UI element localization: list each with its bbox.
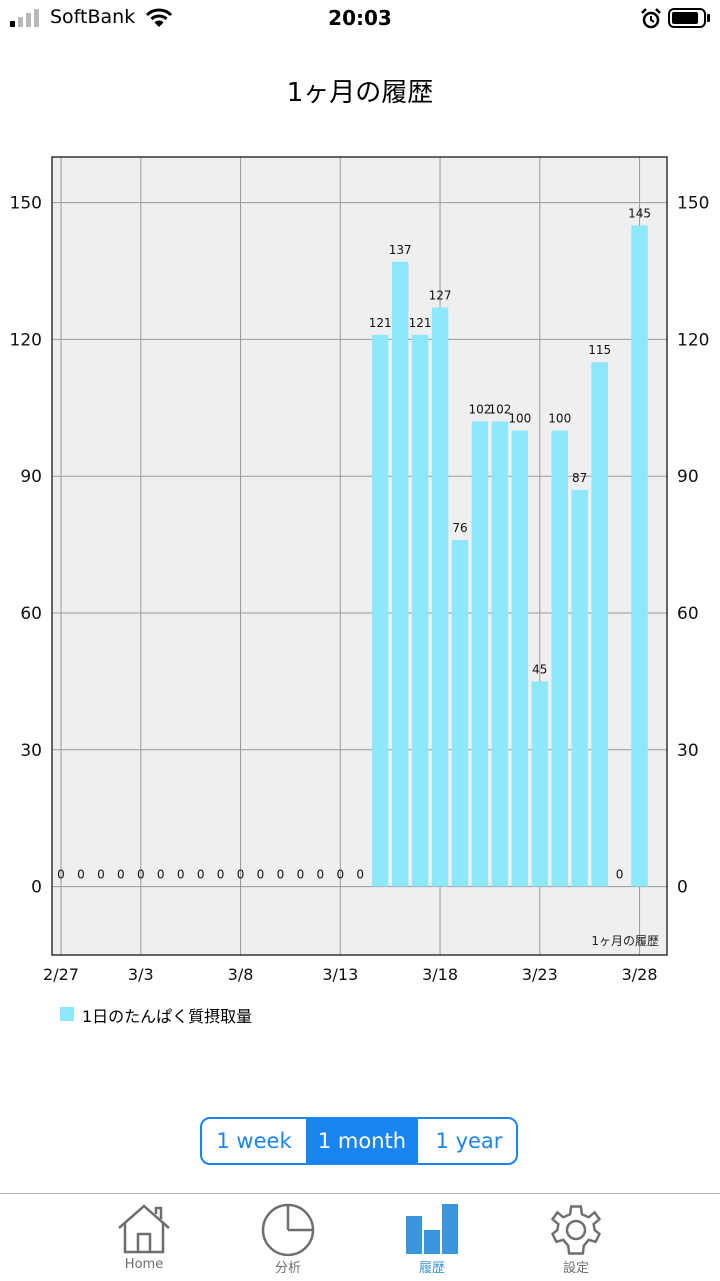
battery-icon xyxy=(668,8,710,28)
bar-value-label: 145 xyxy=(628,206,651,220)
bar-value-label: 0 xyxy=(616,868,624,882)
tab-settings[interactable]: 設定 xyxy=(521,1194,631,1281)
y-tick-label-left: 60 xyxy=(20,604,42,624)
bar-value-label: 87 xyxy=(572,471,587,485)
y-tick-label-right: 60 xyxy=(677,604,699,624)
x-tick-label: 3/23 xyxy=(522,965,558,984)
bar-value-label: 0 xyxy=(77,868,85,882)
tab-home[interactable]: Home xyxy=(89,1194,199,1281)
bar xyxy=(491,421,509,887)
range-1-week-button[interactable]: 1 week xyxy=(202,1119,308,1163)
bar-value-label: 0 xyxy=(317,868,325,882)
bar xyxy=(411,334,429,887)
pie-chart-icon xyxy=(261,1203,315,1256)
bar-value-label: 121 xyxy=(409,316,432,330)
bar-value-label: 0 xyxy=(97,868,105,882)
x-tick-label: 3/8 xyxy=(228,965,254,984)
bar xyxy=(631,225,648,887)
range-1-year-button[interactable]: 1 year xyxy=(416,1119,516,1163)
bar-value-label: 115 xyxy=(588,343,611,357)
x-tick-label: 3/18 xyxy=(422,965,458,984)
y-tick-label-left: 90 xyxy=(20,467,42,487)
bar-chart-icon xyxy=(406,1204,458,1254)
bar-value-label: 100 xyxy=(548,412,571,426)
bar-value-label: 76 xyxy=(452,521,467,535)
alarm-icon xyxy=(641,8,661,29)
bar-value-label: 0 xyxy=(237,868,245,882)
bar xyxy=(551,430,568,887)
bar xyxy=(431,307,449,887)
y-tick-label-right: 0 xyxy=(677,878,688,898)
tab-history[interactable]: 履歴 xyxy=(377,1194,487,1281)
bar xyxy=(371,334,389,887)
bar xyxy=(531,681,549,887)
y-tick-label-right: 120 xyxy=(677,330,709,350)
status-time: 20:03 xyxy=(328,6,392,30)
tab-analysis[interactable]: 分析 xyxy=(233,1194,343,1281)
x-tick-label: 2/27 xyxy=(43,965,79,984)
bar-value-label: 0 xyxy=(157,868,165,882)
tab-bar: Home 分析 履歴 設定 xyxy=(0,1193,720,1281)
y-tick-label-right: 90 xyxy=(677,467,699,487)
x-tick-label: 3/3 xyxy=(128,965,154,984)
y-tick-label-left: 0 xyxy=(31,878,42,898)
y-tick-label-right: 30 xyxy=(677,741,699,761)
range-selector: 1 week 1 month 1 year xyxy=(200,1117,518,1165)
bar-value-label: 0 xyxy=(217,868,225,882)
signal-icon xyxy=(10,9,39,27)
y-tick-label-right: 150 xyxy=(677,194,709,214)
bar-value-label: 0 xyxy=(117,868,125,882)
home-icon xyxy=(118,1204,170,1254)
bar-value-label: 0 xyxy=(336,868,344,882)
page-title: 1ヶ月の履歴 xyxy=(286,78,434,108)
tab-history-label: 履歴 xyxy=(418,1261,445,1276)
tab-settings-label: 設定 xyxy=(562,1261,589,1276)
chart-description: 1ヶ月の履歴 xyxy=(591,934,659,948)
range-1-month-button[interactable]: 1 month xyxy=(308,1119,416,1163)
gear-icon xyxy=(550,1205,602,1255)
y-tick-label-left: 120 xyxy=(10,330,42,350)
bar xyxy=(451,540,469,887)
bar-value-label: 45 xyxy=(532,662,547,676)
bar-value-label: 0 xyxy=(197,868,205,882)
y-tick-label-left: 30 xyxy=(20,741,42,761)
bar-value-label: 0 xyxy=(257,868,265,882)
bar-value-label: 0 xyxy=(277,868,285,882)
wifi-icon xyxy=(145,8,173,27)
tab-home-label: Home xyxy=(124,1257,164,1272)
x-tick-label: 3/13 xyxy=(322,965,358,984)
bar-value-label: 137 xyxy=(389,243,412,257)
bar-value-label: 121 xyxy=(369,316,392,330)
bar-value-label: 0 xyxy=(57,868,65,882)
y-tick-label-left: 150 xyxy=(10,194,42,214)
bar-value-label: 0 xyxy=(177,868,185,882)
bar-value-label: 0 xyxy=(297,868,305,882)
bar xyxy=(591,362,608,887)
bar-value-label: 100 xyxy=(508,412,531,426)
legend-label: 1日のたんぱく質摂取量 xyxy=(82,1007,253,1026)
bar xyxy=(471,421,489,887)
bar-value-label: 0 xyxy=(137,868,145,882)
plot-frame xyxy=(51,156,668,956)
bar-value-label: 102 xyxy=(488,402,511,416)
carrier-name: SoftBank xyxy=(50,6,136,28)
bar-value-label: 102 xyxy=(468,402,491,416)
x-tick-label: 3/28 xyxy=(622,965,658,984)
bar xyxy=(391,261,409,887)
status-bar: SoftBank 20:03 xyxy=(0,0,720,36)
bar-value-label: 127 xyxy=(429,288,452,302)
bar xyxy=(571,489,588,887)
bar xyxy=(511,430,529,887)
legend-swatch xyxy=(60,1007,74,1021)
bar-value-label: 0 xyxy=(356,868,364,882)
tab-analysis-label: 分析 xyxy=(274,1261,301,1276)
